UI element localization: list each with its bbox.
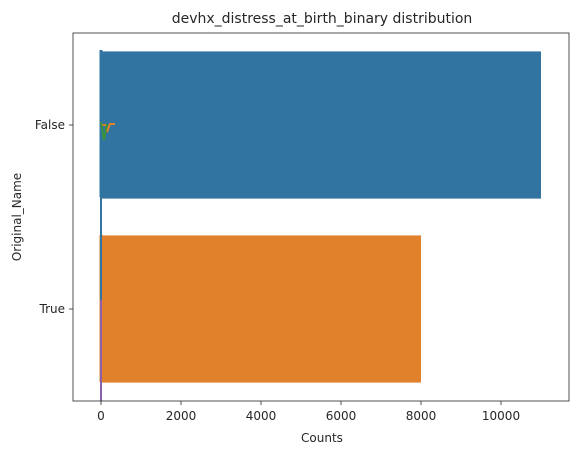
- bars: [101, 51, 541, 383]
- series-spike-green: [100, 121, 108, 141]
- x-axis-label: Counts: [301, 431, 343, 445]
- x-tick-label: 0: [97, 409, 105, 423]
- x-axis-ticks: 0 2000 4000 6000 8000 10000: [97, 401, 520, 423]
- chart-title: devhx_distress_at_birth_binary distribut…: [172, 11, 473, 27]
- x-tick-label: 10000: [482, 409, 520, 423]
- series-spike-orange: [101, 123, 115, 133]
- x-tick-label: 6000: [326, 409, 357, 423]
- y-axis-label: Original_Name: [10, 173, 24, 261]
- y-tick-label: True: [39, 302, 66, 316]
- x-tick-label: 4000: [246, 409, 277, 423]
- small-series-marks: [99, 50, 115, 401]
- bar-true: [101, 235, 421, 383]
- bar-false: [101, 51, 541, 199]
- x-tick-label: 8000: [406, 409, 437, 423]
- y-tick-label: False: [35, 118, 65, 132]
- x-tick-label: 2000: [166, 409, 197, 423]
- y-axis-ticks: False True: [35, 118, 73, 316]
- plot-frame: [72, 32, 570, 402]
